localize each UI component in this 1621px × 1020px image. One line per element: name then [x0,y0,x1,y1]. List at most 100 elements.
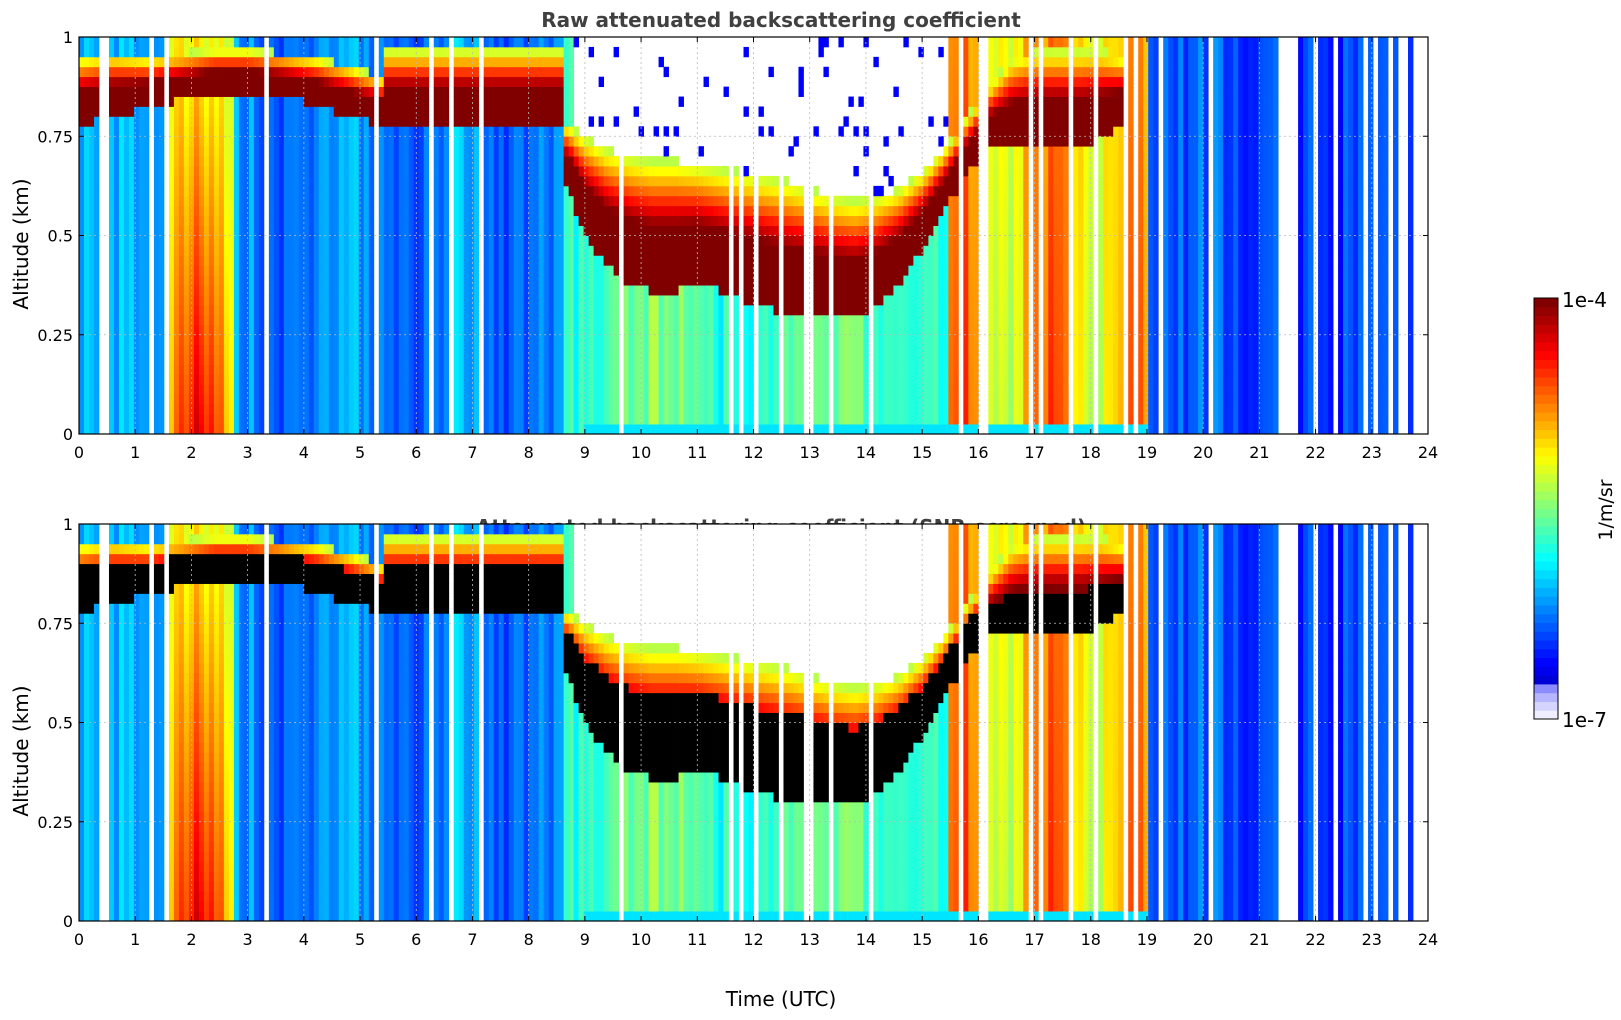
heatmap-cell [368,37,375,48]
heatmap-cell [183,205,190,217]
raw-panel-y-axis-label: Altitude (km) [9,178,33,309]
heatmap-cell [603,374,610,385]
heatmap-cell [403,146,410,157]
heatmap-cell [508,394,515,405]
heatmap-cell [523,106,530,117]
heatmap-cell [628,304,634,316]
heatmap-cell [463,146,470,157]
heatmap-cell [128,195,135,207]
heatmap-cell [368,344,375,356]
heatmap-cell [223,185,230,197]
heatmap-cell [733,185,739,197]
heatmap-cell [583,324,590,336]
heatmap-cell [408,424,415,435]
heatmap-cell [238,166,245,177]
heatmap-cell [698,235,704,246]
heatmap-cell [623,404,629,415]
heatmap-cell [298,146,305,157]
heatmap-cell [218,185,225,197]
heatmap-cell [303,384,310,395]
heatmap-cell [743,255,749,266]
heatmap-cell [273,245,280,256]
heatmap-cell [123,384,130,395]
heatmap-cell [128,126,135,137]
heatmap-cell [258,255,265,266]
heatmap-cell [203,255,210,266]
heatmap-cell [528,384,535,395]
heatmap-cell [858,384,864,395]
heatmap-cell [473,86,480,97]
heatmap-cell [323,225,330,236]
heatmap-cell [528,37,535,48]
heatmap-cell [168,96,175,107]
heatmap-cell [838,404,844,415]
heatmap-cell [338,295,345,306]
heatmap-cell [313,424,320,435]
heatmap-cell [248,334,255,346]
heatmap-cell [133,166,140,177]
heatmap-cell [298,185,305,197]
heatmap-cell [328,314,335,326]
raw-heatmap-area: 0 1 2 3 4 5 6 7 8 9 10 11 12 13 14 15 16 17 18 19 20 21 22 23 24… [37,28,1438,462]
heatmap-cell [703,275,709,286]
heatmap-cell [203,195,210,207]
heatmap-cell [258,275,265,286]
heatmap-cell [93,225,100,236]
heatmap-cell [433,344,440,356]
heatmap-cell [678,384,684,395]
heatmap-cell [483,364,490,375]
heatmap-cell [88,364,95,375]
heatmap-cell [193,56,200,68]
heatmap-cell [423,304,430,316]
heatmap-cell [493,37,500,48]
heatmap-cell [523,344,530,356]
heatmap-cell [213,414,220,425]
heatmap-cell [303,106,310,117]
heatmap-cell [823,235,829,246]
heatmap-cell [93,195,100,207]
heatmap-cell [258,175,265,187]
heatmap-cell [183,324,190,336]
heatmap-cell [93,215,100,226]
heatmap-cell [698,414,704,425]
heatmap-cell [758,404,764,415]
heatmap-cell [508,156,515,167]
heatmap-cell [678,394,684,405]
heatmap-cell [433,126,440,137]
heatmap-cell [713,374,719,385]
heatmap-cell [398,394,405,405]
heatmap-cell [523,56,530,68]
heatmap-cell [208,116,215,127]
heatmap-cell [228,235,235,246]
heatmap-cell [548,334,555,346]
heatmap-cell [228,344,235,356]
heatmap-cell [683,225,689,236]
heatmap-cell [453,245,460,256]
heatmap-cell [543,364,550,375]
heatmap-cell [393,156,400,167]
heatmap-cell [183,166,190,177]
heatmap-cell [708,166,714,177]
heatmap-cell [638,245,644,256]
heatmap-cell [633,175,639,187]
heatmap-cell [208,76,215,88]
heatmap-cell [683,265,689,276]
heatmap-cell [143,156,150,167]
heatmap-cell [378,404,385,415]
heatmap-cell [158,146,165,157]
heatmap-cell [93,235,100,246]
heatmap-cell [508,285,515,296]
heatmap-cell [408,56,415,68]
heatmap-cell [833,245,839,256]
heatmap-cell [488,185,495,197]
heatmap-cell [788,304,794,316]
heatmap-cell [198,295,205,306]
heatmap-cell [483,394,490,405]
heatmap-cell [598,364,605,375]
heatmap-cell [718,215,724,226]
heatmap-cell [588,275,595,286]
heatmap-cell [733,225,739,236]
heatmap-cell [343,146,350,157]
heatmap-cell [818,414,824,425]
heatmap-cell [418,245,425,256]
